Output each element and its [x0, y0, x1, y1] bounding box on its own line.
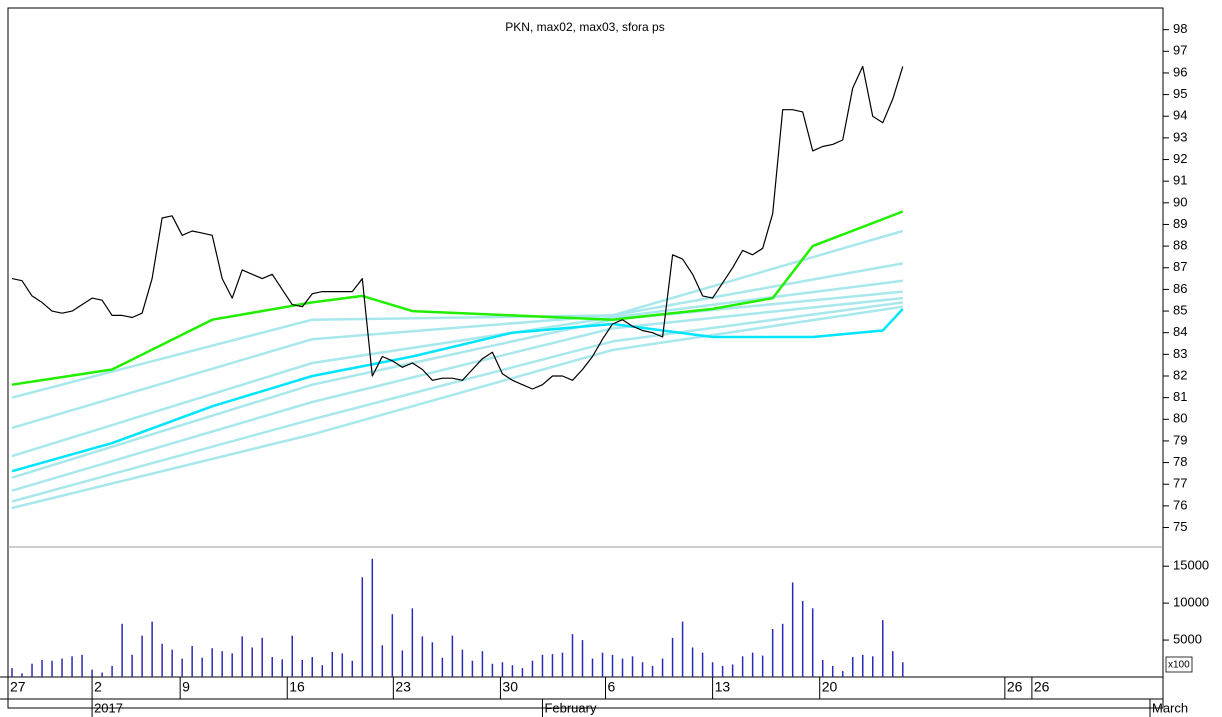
price-line: [11, 65, 904, 390]
y-tick-label: 5000: [1173, 632, 1202, 647]
y-tick-label: 81: [1173, 389, 1187, 404]
y-tick-label: 78: [1173, 454, 1187, 469]
x-tick-label: 23: [395, 679, 411, 695]
price-line: [11, 305, 903, 510]
y-tick-label: 95: [1173, 86, 1187, 101]
unit-label: x100: [1168, 660, 1190, 671]
y-tick-label: 80: [1173, 411, 1187, 426]
price-line: [11, 290, 903, 479]
price-line: [11, 279, 903, 458]
y-tick-label: 94: [1173, 108, 1187, 123]
y-tick-label: 75: [1173, 519, 1187, 534]
period-label: 2017: [94, 700, 123, 715]
y-tick-label: 82: [1173, 367, 1187, 382]
x-tick-label: 9: [182, 679, 190, 695]
y-tick-label: 79: [1173, 432, 1187, 447]
price-line: [11, 210, 904, 386]
y-tick-label: 89: [1173, 216, 1187, 231]
x-tick-label: 20: [822, 679, 838, 695]
y-tick-label: 91: [1173, 173, 1187, 188]
y-tick-label: 85: [1173, 302, 1187, 317]
x-tick-label: 16: [289, 679, 305, 695]
y-tick-label: 96: [1173, 64, 1187, 79]
period-label: March: [1152, 700, 1188, 715]
price-line: [11, 301, 903, 503]
price-line: [11, 229, 904, 399]
unit-box: [1165, 656, 1193, 673]
y-tick-label: 92: [1173, 151, 1187, 166]
frame: [7, 7, 1164, 709]
price-line: [11, 296, 903, 492]
x-tick-label: 26: [1007, 679, 1023, 695]
x-tick-label: 13: [715, 679, 731, 695]
y-tick-label: 76: [1173, 497, 1187, 512]
y-tick-label: 93: [1173, 129, 1187, 144]
x-tick-label: 2: [94, 679, 102, 695]
x-tick-label: 30: [502, 679, 518, 695]
x-tick-label: 6: [608, 679, 616, 695]
y-tick-label: 90: [1173, 194, 1187, 209]
y-tick-label: 83: [1173, 346, 1187, 361]
chart-title: PKN, max02, max03, sfora ps: [505, 20, 664, 34]
y-tick-label: 98: [1173, 21, 1187, 36]
y-tick-label: 86: [1173, 281, 1187, 296]
y-tick-label: 97: [1173, 43, 1187, 58]
x-tick-label: 26: [1034, 679, 1050, 695]
y-tick-label: 88: [1173, 238, 1187, 253]
y-tick-label: 84: [1173, 324, 1187, 339]
y-tick-label: 87: [1173, 259, 1187, 274]
period-label: February: [544, 700, 597, 715]
y-tick-label: 10000: [1173, 595, 1209, 610]
price-line: [11, 262, 904, 430]
y-tick-label: 77: [1173, 476, 1187, 491]
price-line: [11, 308, 904, 473]
x-tick-label: 27: [10, 679, 26, 695]
y-tick-label: 15000: [1173, 558, 1209, 573]
